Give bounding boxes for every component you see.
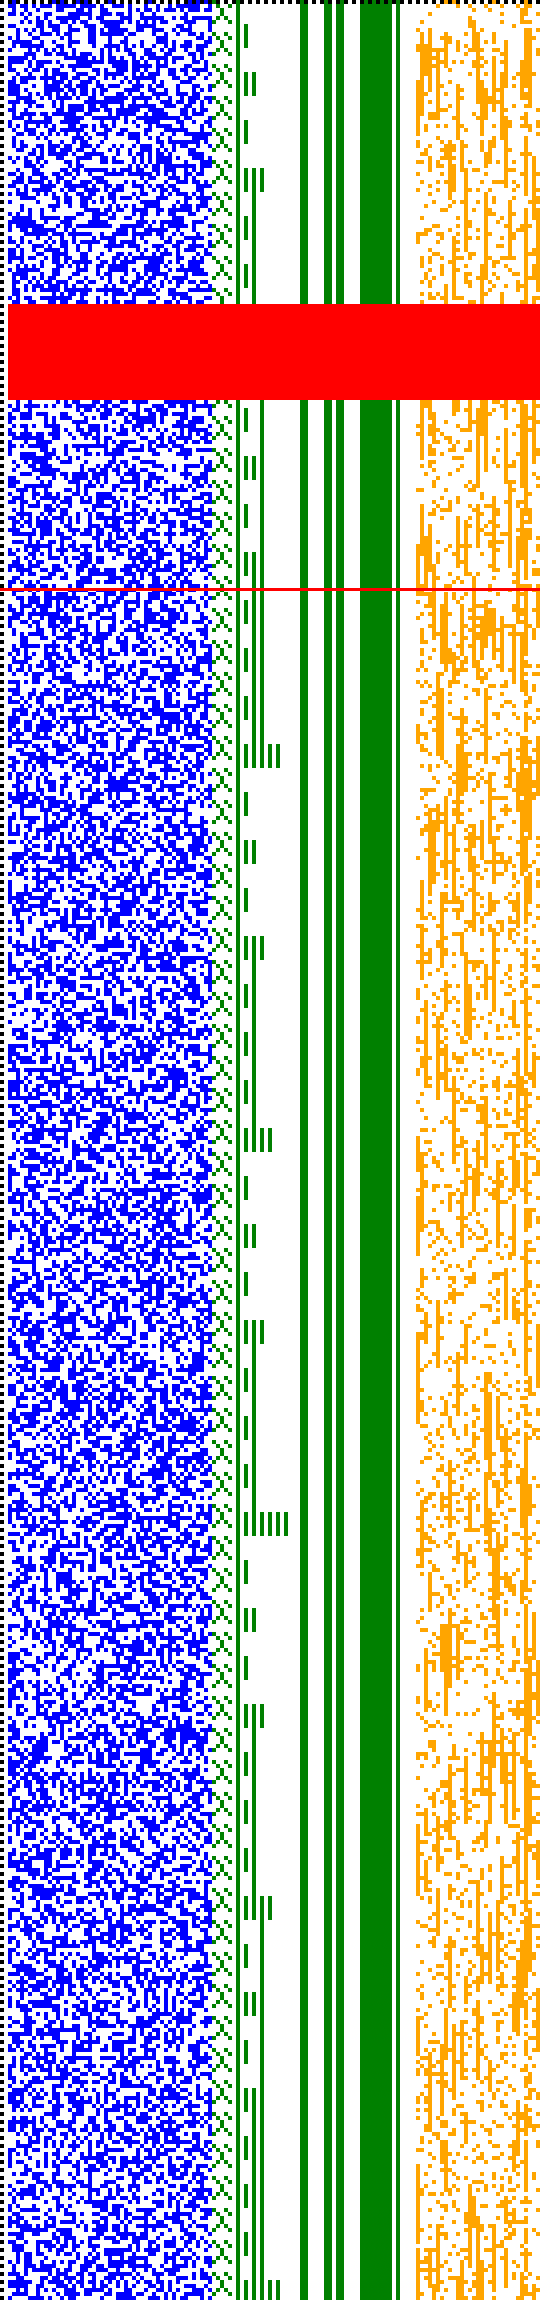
cellular-automaton-visualization <box>0 0 540 2300</box>
